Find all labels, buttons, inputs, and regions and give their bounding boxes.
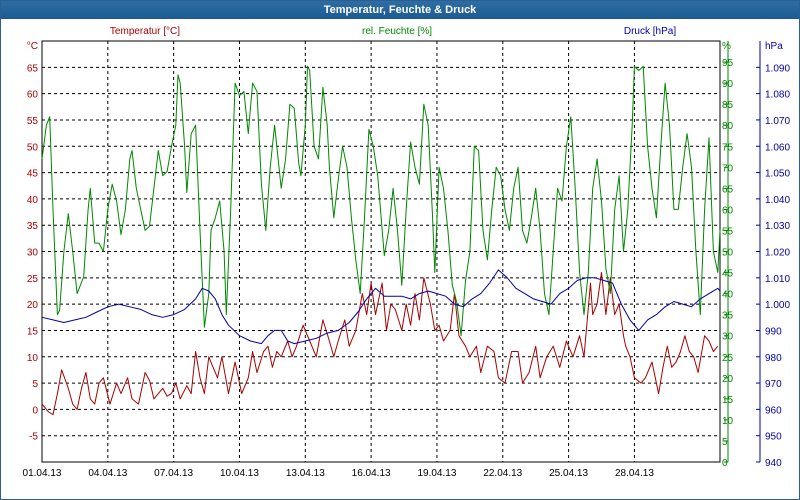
y-tick-label-pressure: 1.000 [765, 300, 790, 311]
y-tick-label-humidity: 0 [722, 458, 728, 469]
y-tick-label-pressure: 940 [765, 458, 782, 469]
y-tick-label-humidity: 20 [722, 374, 734, 385]
y-tick-label-humidity: 10 [722, 416, 734, 427]
y-tick-label-temperature: 0 [32, 405, 38, 416]
x-tick-label: 19.04.13 [417, 468, 456, 479]
x-tick-label: 22.04.13 [483, 468, 522, 479]
y-tick-label-temperature: -5 [29, 432, 38, 443]
y-tick-label-pressure: 1.070 [765, 116, 790, 127]
y-tick-label-humidity: 30 [722, 332, 734, 343]
y-tick-label-temperature: 35 [27, 221, 39, 232]
window-title: Temperatur, Feuchte & Druck [1, 1, 799, 19]
y-tick-label-humidity: 40 [722, 290, 734, 301]
y-tick-label-temperature: 20 [27, 300, 39, 311]
y-tick-label-pressure: 980 [765, 353, 782, 364]
y-tick-label-humidity: 70 [722, 163, 734, 174]
x-tick-label: 25.04.13 [549, 468, 588, 479]
y-tick-label-humidity: 45 [722, 269, 734, 280]
y-tick-label-temperature: 25 [27, 274, 39, 285]
y-tick-label-temperature: 55 [27, 116, 39, 127]
axis-title-temperature: Temperatur [°C] [110, 26, 180, 37]
y-tick-label-pressure: 1.040 [765, 195, 790, 206]
y-tick-label-temperature: 10 [27, 353, 39, 364]
y-tick-label-humidity: 35 [722, 311, 734, 322]
y-tick-label-temperature: 30 [27, 248, 39, 259]
y-tick-label-humidity: 55 [722, 226, 734, 237]
series-line-left [41, 272, 719, 416]
y-tick-label-humidity: 75 [722, 142, 734, 153]
y-tick-label-humidity: 65 [722, 184, 734, 195]
x-tick-label: 04.04.13 [88, 468, 127, 479]
y-tick-label-humidity: 90 [722, 79, 734, 90]
series-line-mid [41, 65, 721, 337]
y-tick-label-pressure: 960 [765, 405, 782, 416]
y-tick-label-temperature: 65 [27, 63, 39, 74]
y-tick-label-humidity: 80 [722, 121, 734, 132]
y-tick-label-pressure: 1.050 [765, 169, 790, 180]
y-tick-label-humidity: 50 [722, 248, 734, 259]
x-tick-label: 01.04.13 [23, 468, 62, 479]
y-tick-label-humidity: 5 [722, 437, 728, 448]
y-tick-label-pressure: 1.020 [765, 248, 790, 259]
x-tick-label: 10.04.13 [220, 468, 259, 479]
x-tick-label: 07.04.13 [154, 468, 193, 479]
y-tick-label-pressure: 950 [765, 432, 782, 443]
y-tick-label-pressure: 1.060 [765, 142, 790, 153]
y-tick-label-humidity: 60 [722, 205, 734, 216]
axis-title-humidity: rel. Feuchte [%] [362, 26, 432, 37]
axis-title-pressure: Druck [hPa] [624, 26, 676, 37]
y-tick-label-temperature: 5 [32, 379, 38, 390]
x-tick-label: 13.04.13 [286, 468, 325, 479]
y-tick-label-humidity: 15 [722, 395, 734, 406]
y-tick-label-pressure: 1.030 [765, 221, 790, 232]
y-unit-pressure: hPa [765, 41, 783, 52]
y-tick-label-pressure: 1.090 [765, 63, 790, 74]
y-tick-label-pressure: 1.080 [765, 90, 790, 101]
y-tick-label-temperature: 50 [27, 142, 39, 153]
y-tick-label-temperature: 40 [27, 195, 39, 206]
y-tick-label-humidity: 85 [722, 100, 734, 111]
y-tick-label-temperature: 45 [27, 169, 39, 180]
y-tick-label-temperature: 60 [27, 90, 39, 101]
y-unit-humidity: % [722, 41, 731, 52]
y-tick-label-humidity: 95 [722, 58, 734, 69]
x-tick-label: 28.04.13 [615, 468, 654, 479]
series-line-right [41, 269, 721, 345]
y-tick-label-pressure: 970 [765, 379, 782, 390]
y-tick-label-pressure: 1.010 [765, 274, 790, 285]
x-tick-label: 16.04.13 [352, 468, 391, 479]
y-tick-label-pressure: 990 [765, 326, 782, 337]
y-unit-temperature: °C [27, 41, 38, 52]
y-tick-label-temperature: 15 [27, 326, 39, 337]
chart-svg: 01.04.13 04.04.13 07.04.13 10.04.13 13.04.13… [23, 26, 791, 479]
y-tick-label-humidity: 25 [722, 353, 734, 364]
